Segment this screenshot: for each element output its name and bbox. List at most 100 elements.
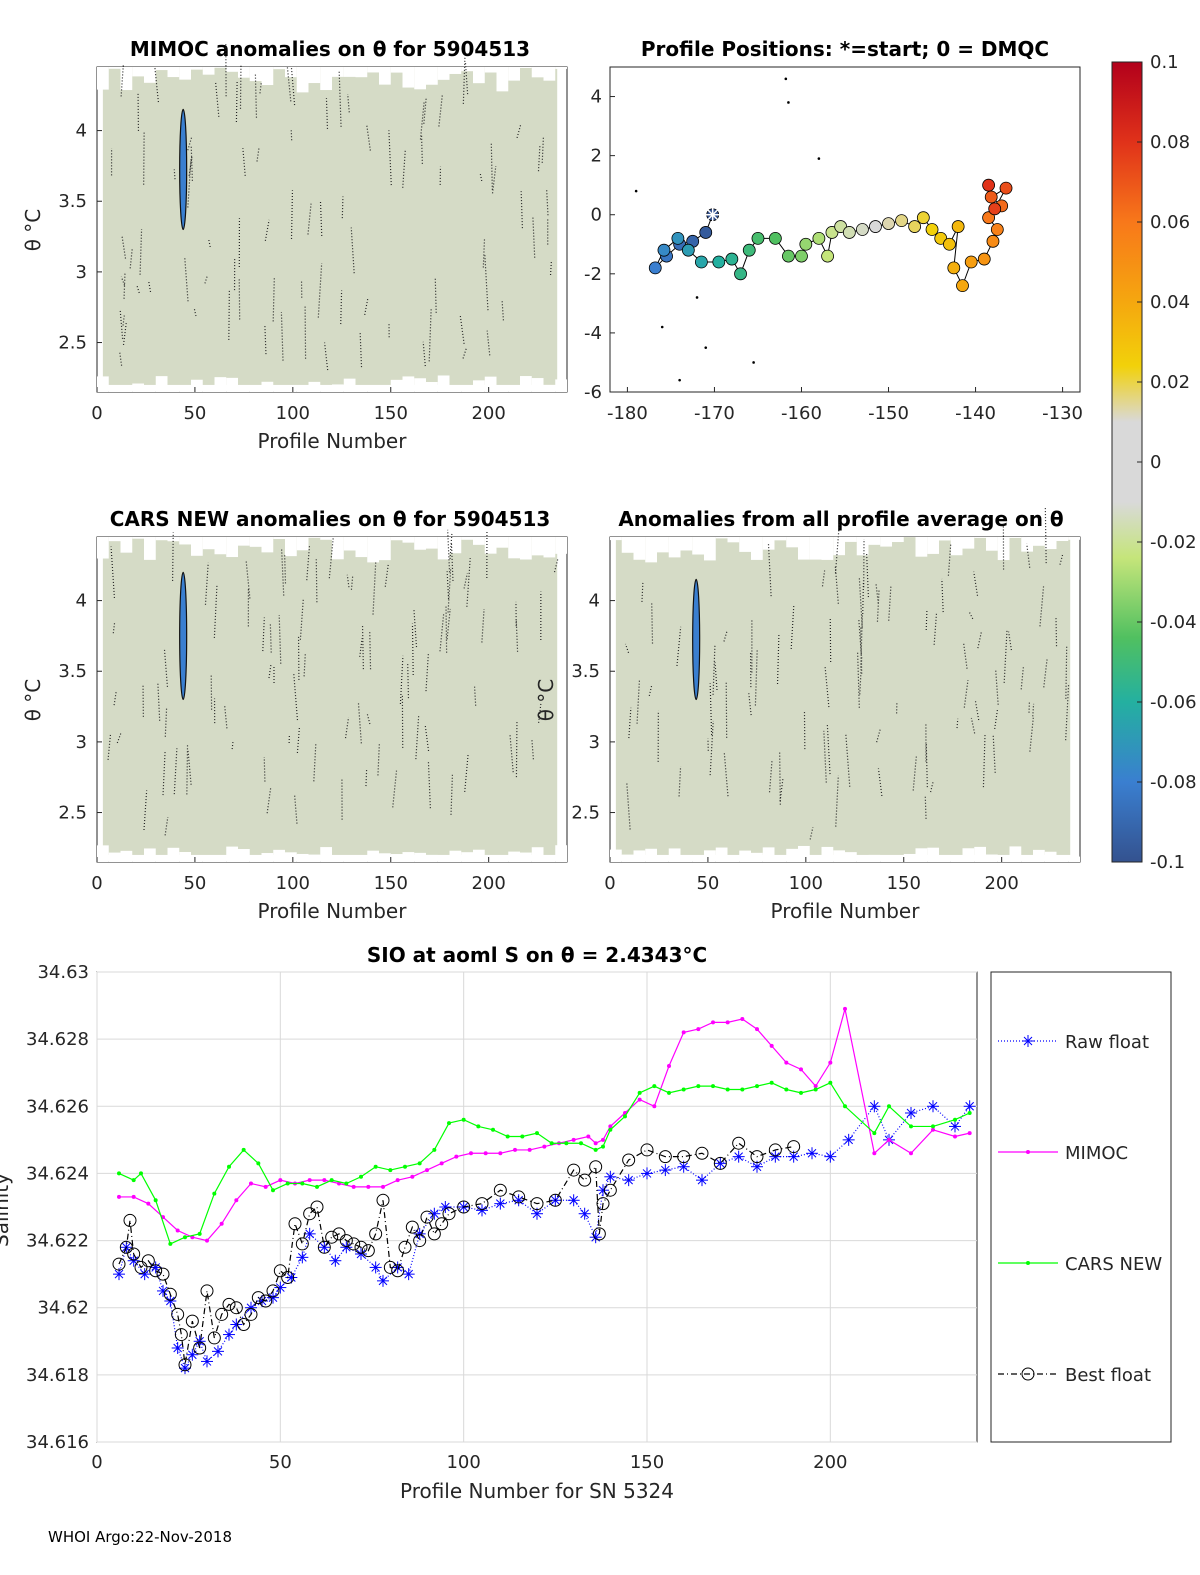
mimoc-contour (541, 136, 545, 163)
salinity-ytick-label: 34.63 (37, 962, 89, 983)
mimoc-gap (226, 377, 238, 392)
mimoc-gap (179, 387, 191, 392)
raw-float-point (752, 1162, 762, 1172)
mimoc-gap (285, 391, 297, 392)
cars-contour (425, 653, 429, 692)
allavg-gap (727, 860, 740, 862)
mimoc-contour (501, 300, 505, 321)
allavg-gap (762, 847, 775, 862)
cars-new-point (711, 1084, 715, 1089)
cars-contour (266, 787, 272, 814)
mimoc-contour (438, 94, 443, 127)
best-float-point (530, 1197, 544, 1211)
allavg-gap (633, 537, 646, 560)
mimoc-xtick-label: 0 (91, 403, 102, 424)
positions-profile-marker (916, 211, 930, 225)
positions-profile-marker (742, 243, 756, 257)
cars-xtick-label: 50 (183, 873, 206, 894)
best-float-point (244, 1307, 258, 1321)
allavg-gap (880, 856, 892, 862)
cars-new-point (637, 1090, 642, 1095)
cars-contour (399, 655, 404, 705)
legend-mimoc-marker (1026, 1150, 1030, 1154)
mimoc-contour (464, 62, 469, 95)
best-float-point (288, 1217, 302, 1231)
mimoc-gap (202, 67, 215, 75)
cars-new-point (843, 1104, 847, 1109)
mimoc-point (498, 1151, 503, 1156)
cars-contour (447, 529, 451, 573)
cars-new-point (872, 1131, 877, 1136)
mimoc-gap (214, 67, 227, 68)
positions-stray-point (678, 378, 681, 382)
mimoc-gap (144, 388, 156, 392)
positions-profile-marker (895, 214, 908, 228)
colorbar-tick-label: -0.06 (1150, 692, 1197, 713)
mimoc-contour (264, 219, 270, 241)
positions-ytick-label: 4 (591, 87, 602, 108)
best-float-point (369, 1227, 383, 1241)
allavg-gap (974, 537, 986, 538)
allavg-gap (821, 846, 834, 862)
best-float-point (141, 1254, 155, 1268)
allavg-gap (939, 537, 951, 541)
positions-profile-marker (925, 223, 939, 236)
cars-new-point (131, 1178, 136, 1183)
mimoc-gap (191, 379, 203, 392)
cars-gap (97, 845, 109, 862)
allavg-gap (903, 853, 916, 862)
cars-new-point (799, 1090, 803, 1095)
allavg-ytick-label: 3 (589, 732, 600, 753)
cars-new-point (315, 1184, 319, 1189)
positions-profile-marker (986, 234, 1000, 248)
cars-ytick-label: 3 (76, 732, 87, 753)
cars-gap (343, 537, 356, 551)
allavg-ytick-label: 4 (589, 591, 600, 612)
mimoc-gap (132, 67, 144, 77)
allavg-xtick-label: 50 (696, 873, 719, 894)
allavg-gap (751, 852, 763, 862)
allavg-contour (1039, 584, 1045, 627)
cars-new-point (535, 1131, 539, 1136)
allavg-contour (862, 580, 865, 614)
allavg-gap (680, 855, 693, 862)
best-float-point (281, 1271, 295, 1284)
cars-contour (171, 532, 174, 581)
mimoc-contour (325, 98, 329, 129)
mimoc-gap (414, 67, 426, 90)
mimoc-gap (273, 389, 285, 392)
best-float-point (622, 1153, 636, 1167)
mimoc-contour (307, 203, 312, 235)
best-float-point (457, 1200, 471, 1214)
positions-profile-marker (947, 261, 961, 275)
mimoc-gap (238, 67, 250, 78)
raw-float-point (789, 1152, 799, 1161)
mimoc-gap (379, 390, 391, 392)
raw-float-point (165, 1296, 175, 1306)
allavg-gap (1021, 857, 1033, 862)
mimoc-gap (214, 377, 227, 392)
legend-best-float-marker (1021, 1367, 1035, 1381)
best-float-point (266, 1284, 280, 1298)
best-float-point (677, 1150, 691, 1164)
positions-start-star (707, 209, 719, 221)
allavg-gap (774, 860, 787, 862)
best-float-point (123, 1213, 137, 1227)
best-float-point (548, 1193, 562, 1207)
cars-new-point (593, 1147, 598, 1152)
cars-gap (484, 858, 497, 862)
best-float-point (354, 1240, 368, 1254)
mimoc-contour (479, 173, 483, 182)
cars-contour (357, 702, 362, 744)
allavg-ylabel: θ °C (534, 679, 558, 722)
positions-profile-marker (869, 220, 882, 233)
mimoc-panel-title: MIMOC anomalies on θ for 5904513 (130, 37, 530, 61)
cars-gap (543, 859, 556, 862)
allavg-gap (1033, 849, 1045, 862)
allavg-contour (809, 827, 814, 840)
mimoc-gap (543, 384, 556, 392)
mimoc-gap (508, 67, 520, 81)
cars-contour (344, 717, 350, 739)
positions-profile-marker (681, 243, 695, 257)
cars-contour (384, 564, 389, 587)
